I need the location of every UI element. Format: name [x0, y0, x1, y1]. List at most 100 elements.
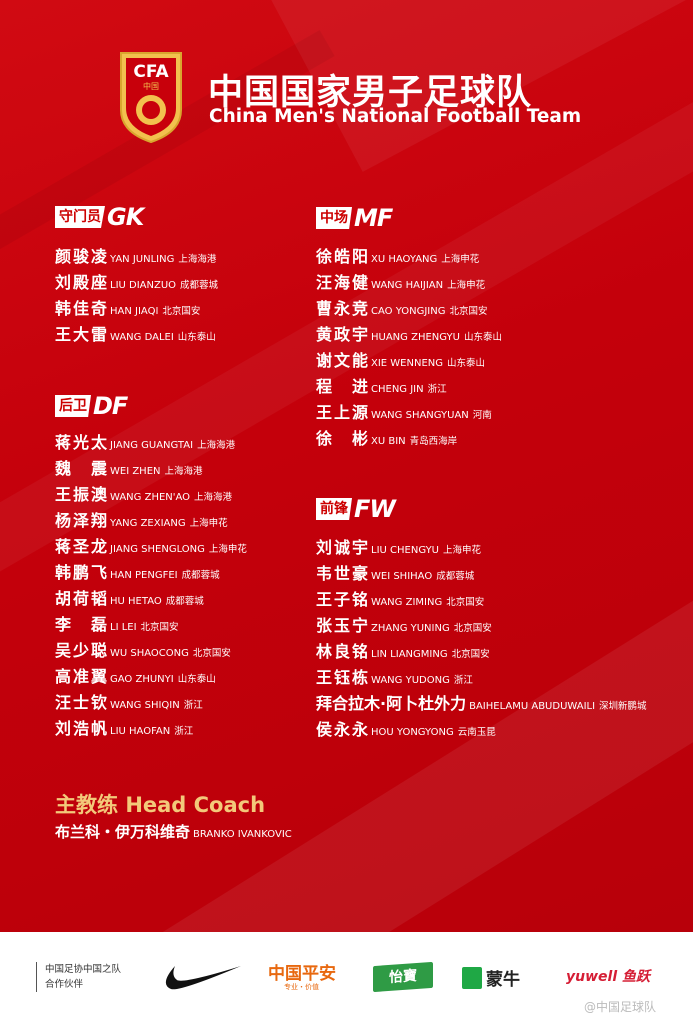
section-header-fw: 前锋 FW	[316, 497, 396, 521]
player-row: 徐皓阳 XU HAOYANG 上海申花	[316, 243, 479, 267]
player-name-cn: 王大雷	[55, 325, 107, 344]
player-club: 上海申花	[441, 254, 480, 265]
player-club: 成都蓉城	[181, 570, 220, 581]
player-row: 刘殿座 LIU DIANZUO 成都蓉城	[55, 269, 218, 293]
player-name-cn: 韦世豪	[316, 564, 368, 583]
player-name-cn: 徐皓阳	[316, 247, 368, 266]
svg-text:CFA: CFA	[133, 62, 169, 82]
player-name-en: CHENG JIN	[371, 384, 424, 395]
player-name-en: WANG ZIMING	[371, 597, 443, 608]
nike-logo	[165, 966, 241, 990]
player-name-en: BAIHELAMU ABUDUWAILI	[469, 701, 596, 712]
pingan-slogan: 专业・价值	[284, 983, 319, 991]
player-name-en: JIANG SHENGLONG	[110, 544, 205, 555]
player-name-cn: 黄政宇	[316, 325, 368, 344]
player-name-en: XU HAOYANG	[371, 254, 438, 265]
player-name-cn: 蒋圣龙	[55, 537, 107, 556]
player-name-en: WANG YUDONG	[371, 675, 450, 686]
section-header-df: 后卫 DF	[55, 394, 128, 418]
player-row: 程 进 CHENG JIN 浙江	[316, 373, 447, 397]
player-row: 吴少聪 WU SHAOCONG 北京国安	[55, 637, 231, 661]
player-name-en: WANG HAIJIAN	[371, 280, 444, 291]
weibo-watermark: @中国足球队	[584, 1000, 657, 1014]
svg-text:中国: 中国	[143, 81, 159, 91]
section-header-gk: 守门员 GK	[55, 205, 144, 229]
player-club: 浙江	[183, 700, 203, 711]
player-name-en: LIU CHENGYU	[371, 545, 439, 556]
player-club: 浙江	[427, 384, 447, 395]
player-name-cn: 吴少聪	[55, 641, 107, 660]
player-name-cn: 谢文能	[316, 351, 368, 370]
player-row: 曹永竞 CAO YONGJING 北京国安	[316, 295, 488, 319]
player-name-en: ZHANG YUNING	[371, 623, 450, 634]
player-name-en: LIU DIANZUO	[110, 280, 177, 291]
player-club: 上海申花	[189, 518, 228, 529]
title-english: China Men's National Football Team	[209, 106, 582, 127]
player-club: 成都蓉城	[436, 571, 475, 582]
player-club: 成都蓉城	[165, 596, 204, 607]
player-name-cn: 颜骏凌	[55, 247, 107, 266]
player-row: 韩鹏飞 HAN PENGFEI 成都蓉城	[55, 559, 220, 583]
yuwell-logo: yuwell 鱼跃	[566, 969, 650, 985]
player-row: 张玉宁 ZHANG YUNING 北京国安	[316, 612, 492, 636]
pingan-logo: 中国平安	[268, 964, 336, 984]
player-name-en: WANG ZHEN'AO	[110, 492, 191, 503]
player-club: 浙江	[174, 726, 194, 737]
player-name-cn: 林良铭	[316, 642, 368, 661]
player-name-cn: 王振澳	[55, 485, 107, 504]
player-row: 蒋圣龙 JIANG SHENGLONG 上海申花	[55, 533, 247, 557]
player-club: 上海海港	[194, 492, 233, 503]
player-name-cn: 王钰栋	[316, 668, 368, 687]
player-row: 林良铭 LIN LIANGMING 北京国安	[316, 638, 490, 662]
player-name-cn: 魏 震	[55, 459, 107, 478]
player-name-cn: 刘诚宇	[316, 538, 368, 557]
player-row: 魏 震 WEI ZHEN 上海海港	[55, 455, 203, 479]
player-name-cn: 蒋光太	[55, 433, 107, 452]
player-row: 徐 彬 XU BIN 青岛西海岸	[316, 425, 457, 449]
player-name-cn: 汪海健	[316, 273, 368, 292]
player-row: 王上源 WANG SHANGYUAN 河南	[316, 399, 492, 423]
player-name-cn: 胡荷韬	[55, 589, 107, 608]
player-club: 上海海港	[197, 440, 236, 451]
player-row: 王大雷 WANG DALEI 山东泰山	[55, 321, 216, 345]
player-name-cn: 侯永永	[316, 720, 368, 739]
player-name-en: HAN PENGFEI	[110, 570, 178, 581]
player-name-cn: 曹永竞	[316, 299, 368, 318]
player-club: 北京国安	[192, 648, 231, 659]
player-row: 侯永永 HOU YONGYONG 云南玉昆	[316, 716, 496, 740]
player-club: 成都蓉城	[180, 280, 219, 291]
player-name-en: LIU HAOFAN	[110, 726, 171, 737]
player-name-cn: 王子铭	[316, 590, 368, 609]
player-row: 高准翼 GAO ZHUNYI 山东泰山	[55, 663, 216, 687]
player-row: 韦世豪 WEI SHIHAO 成都蓉城	[316, 560, 474, 584]
player-row: 蒋光太 JIANG GUANGTAI 上海海港	[55, 429, 235, 453]
player-club: 上海申花	[443, 545, 482, 556]
player-name-cn: 张玉宁	[316, 616, 368, 635]
player-club: 山东泰山	[463, 332, 502, 343]
player-row: 王钰栋 WANG YUDONG 浙江	[316, 664, 473, 688]
player-row: 刘浩帆 LIU HAOFAN 浙江	[55, 715, 193, 739]
player-name-en: LIN LIANGMING	[371, 649, 448, 660]
player-row: 王振澳 WANG ZHEN'AO 上海海港	[55, 481, 232, 505]
player-row: 拜合拉木·阿卜杜外力 BAIHELAMU ABUDUWAILI 深圳新鹏城	[316, 690, 647, 714]
player-name-en: HAN JIAQI	[110, 306, 159, 317]
player-name-en: WANG DALEI	[110, 332, 174, 343]
player-club: 北京国安	[453, 623, 492, 634]
player-name-cn: 韩佳奇	[55, 299, 107, 318]
partner-label: 中国足协中国之队 合作伙伴	[36, 962, 121, 992]
player-row: 颜骏凌 YAN JUNLING 上海海港	[55, 243, 216, 267]
player-club: 上海海港	[178, 254, 217, 265]
player-name-cn: 拜合拉木·阿卜杜外力	[316, 694, 467, 713]
player-row: 王子铭 WANG ZIMING 北京国安	[316, 586, 484, 610]
player-club: 深圳新鹏城	[599, 701, 647, 712]
player-name-cn: 刘浩帆	[55, 719, 107, 738]
player-row: 刘诚宇 LIU CHENGYU 上海申花	[316, 534, 481, 558]
player-name-en: LI LEI	[110, 622, 137, 633]
player-row: 汪海健 WANG HAIJIAN 上海申花	[316, 269, 485, 293]
player-name-en: WEI ZHEN	[110, 466, 161, 477]
player-name-cn: 刘殿座	[55, 273, 107, 292]
player-club: 北京国安	[162, 306, 201, 317]
player-name-en: WANG SHIQIN	[110, 700, 180, 711]
cfa-logo: CFA 中国	[120, 52, 182, 144]
player-name-en: YAN JUNLING	[110, 254, 175, 265]
